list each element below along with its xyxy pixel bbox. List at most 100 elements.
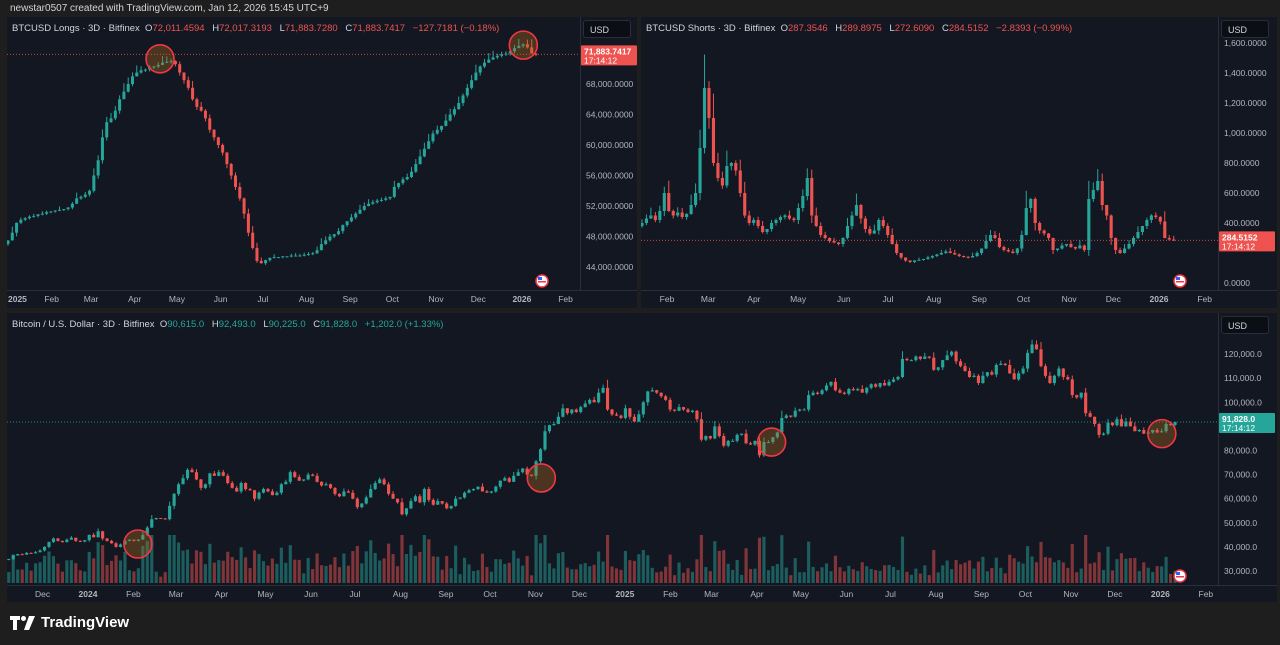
- candle-body: [288, 472, 292, 482]
- volume-bar: [199, 551, 203, 583]
- volume-bar: [177, 542, 181, 583]
- candle-body: [242, 198, 246, 214]
- candle-body: [941, 360, 945, 368]
- candle-body: [1047, 233, 1051, 238]
- volume-bar: [579, 564, 583, 583]
- candle-body: [79, 196, 83, 199]
- candle-body: [414, 164, 418, 172]
- btcusd-chart-svg[interactable]: 30,000.0 40,000.0 50,000.0 60,000.0 70,000.0…: [7, 313, 1277, 602]
- candle-body: [154, 517, 158, 520]
- volume-bar: [914, 568, 918, 583]
- volume-bar: [1021, 563, 1025, 583]
- candle-body: [315, 250, 319, 254]
- price-axis-tick: 70,000.0: [1224, 470, 1257, 480]
- volume-bar: [1164, 556, 1168, 583]
- candle-body: [787, 215, 791, 219]
- us-flag-event-icon: [538, 281, 546, 283]
- candle-body: [212, 473, 216, 476]
- currency-button[interactable]: USD: [1221, 20, 1269, 38]
- candle-body: [1163, 221, 1167, 238]
- candle-body: [346, 491, 350, 493]
- candle-body: [798, 409, 802, 411]
- volume-bar: [632, 560, 636, 583]
- candle-body: [988, 235, 993, 241]
- time-axis-tick: Dec: [1106, 294, 1122, 304]
- candle-body: [494, 486, 498, 492]
- volume-bar: [74, 563, 78, 583]
- volume-bar: [1146, 567, 1150, 583]
- candle-body: [405, 177, 409, 180]
- time-axis-tick: Oct: [1017, 294, 1031, 304]
- candle-body: [342, 491, 346, 497]
- volume-bar: [574, 569, 578, 583]
- volume-bar: [512, 550, 516, 583]
- candle-body: [908, 260, 912, 262]
- candle-body: [976, 375, 980, 384]
- price-axis-tick: 30,000.0: [1224, 566, 1257, 576]
- candle-body: [476, 486, 480, 490]
- last-price-value: 71,883.7417: [584, 46, 632, 56]
- candle-body: [238, 186, 242, 199]
- volume-bar: [525, 555, 529, 583]
- chart-panel-longs[interactable]: 44,000.0000 48,000.0000 52,000.0000 56,000.…: [7, 17, 637, 308]
- candle-body: [950, 351, 954, 356]
- time-axis-tick: Feb: [126, 589, 141, 599]
- volume-bar: [1155, 566, 1159, 583]
- chart-panel-btcusd[interactable]: 30,000.0 40,000.0 50,000.0 60,000.0 70,000.0…: [7, 313, 1277, 602]
- currency-button[interactable]: USD: [1221, 316, 1269, 334]
- candle-body: [856, 389, 860, 391]
- candle-body: [1024, 208, 1028, 235]
- tradingview-logo[interactable]: TradingView: [10, 614, 129, 631]
- candle-body: [948, 251, 952, 253]
- longs-chart-svg[interactable]: 44,000.0000 48,000.0000 52,000.0000 56,000.…: [7, 17, 637, 308]
- candle-body: [239, 483, 243, 492]
- volume-bar: [623, 550, 627, 583]
- volume-bar: [16, 569, 20, 583]
- candle-body: [185, 469, 190, 479]
- chart-panel-shorts[interactable]: 0.0000 400.0000 600.0000 800.0000 1,000.0000…: [641, 17, 1277, 308]
- candle-body: [932, 357, 936, 370]
- candle-body: [293, 472, 297, 478]
- shorts-chart-svg[interactable]: 0.0000 400.0000 600.0000 800.0000 1,000.0000…: [641, 17, 1277, 308]
- candle-body: [1119, 419, 1123, 427]
- candle-body: [485, 491, 489, 493]
- candle-body: [909, 360, 913, 362]
- volume-bar: [60, 571, 64, 583]
- candle-body: [194, 472, 199, 480]
- volume-bar: [967, 560, 972, 583]
- candle-body: [513, 48, 517, 52]
- volume-bar: [650, 567, 654, 583]
- candle-body: [190, 469, 194, 473]
- candle-body: [565, 408, 569, 414]
- time-axis-tick: Feb: [1199, 589, 1214, 599]
- candle-body: [851, 389, 855, 391]
- candle-body: [62, 209, 66, 211]
- volume-bar: [891, 566, 896, 583]
- price-axis-tick: 40,000.0: [1224, 542, 1257, 552]
- volume-bar: [748, 568, 753, 583]
- candle-body: [761, 226, 765, 232]
- last-price-badge: [1219, 231, 1275, 252]
- volume-bar: [315, 553, 319, 583]
- candle-body: [279, 484, 283, 493]
- volume-bar: [141, 545, 145, 583]
- time-axis-tick: Aug: [928, 589, 943, 599]
- volume-bar: [159, 576, 163, 583]
- volume-bar: [235, 559, 239, 583]
- candle-body: [1057, 368, 1061, 376]
- value-open: 72,011.4594: [152, 23, 205, 34]
- candle-body: [850, 215, 854, 226]
- price-axis-tick: 68,000.0000: [586, 79, 634, 89]
- time-axis-tick: Mar: [704, 589, 719, 599]
- candle-body: [744, 433, 748, 444]
- candle-body: [1172, 239, 1176, 241]
- candle-body: [467, 490, 471, 493]
- currency-button[interactable]: USD: [583, 20, 631, 38]
- volume-bar: [230, 557, 234, 583]
- time-axis-tick: Aug: [393, 589, 408, 599]
- candle-body: [1093, 416, 1097, 424]
- candle-body: [753, 440, 757, 445]
- volume-bar: [391, 554, 395, 583]
- candle-body: [877, 220, 881, 231]
- candle-body: [422, 148, 426, 157]
